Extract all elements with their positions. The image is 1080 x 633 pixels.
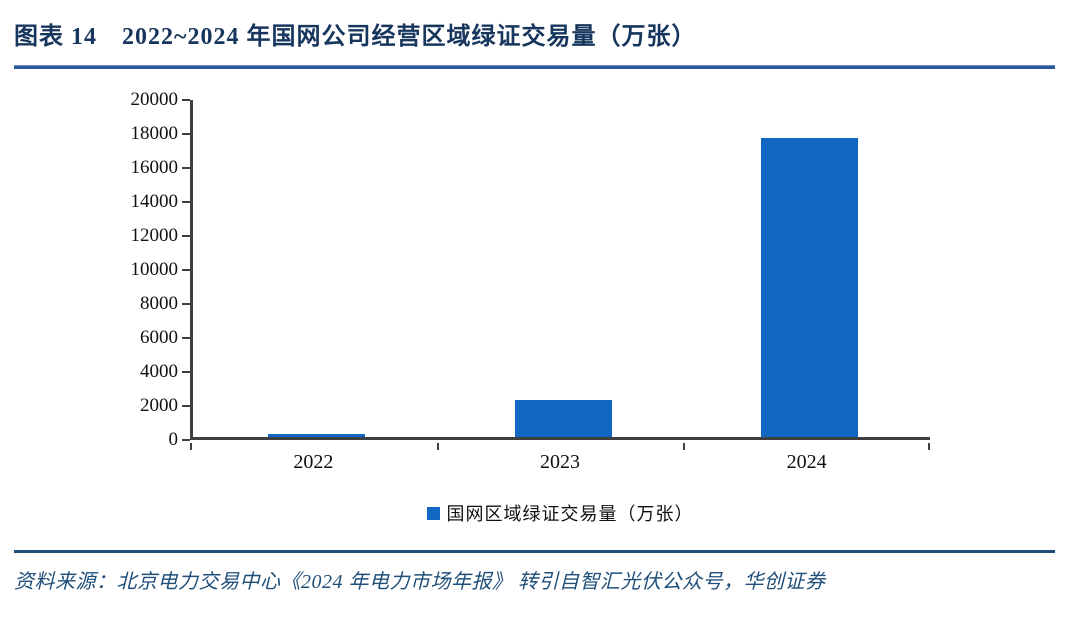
y-axis-tick-mark <box>182 405 190 407</box>
y-axis-tick-label: 6000 <box>140 327 178 348</box>
bar-chart: 0 2000 4000 6000 8000 10000 12000 14000 16000 180… <box>130 89 930 526</box>
y-axis-tick-label: 2000 <box>140 395 178 416</box>
x-axis-tick-label: 2024 <box>786 451 827 473</box>
y-axis-tick-mark <box>182 371 190 373</box>
legend-label: 国网区域绿证交易量（万张） <box>446 504 694 524</box>
y-axis-tick-label: 8000 <box>140 293 178 314</box>
y-axis-tick-mark <box>182 269 190 271</box>
y-axis-tick-label: 4000 <box>140 361 178 382</box>
y-axis-tick-mark <box>182 337 190 339</box>
figure-title: 图表 14 2022~2024 年国网公司经营区域绿证交易量（万张） <box>14 24 697 50</box>
y-axis-tick-mark <box>182 167 190 169</box>
plot-area <box>190 100 930 440</box>
source-divider-line <box>14 550 1055 553</box>
y-axis-tick-mark <box>182 133 190 135</box>
bar-2023 <box>514 399 612 437</box>
x-axis-tick-mark <box>683 443 686 450</box>
y-axis-tick-label: 12000 <box>130 225 179 246</box>
y-axis-tick-label: 0 <box>168 429 179 450</box>
y-axis-tick-label: 20000 <box>130 89 179 110</box>
y-axis-tick-mark <box>182 201 190 203</box>
x-axis-tick-mark <box>436 443 439 450</box>
y-axis-tick-mark <box>182 303 190 305</box>
bar-2024 <box>761 137 859 437</box>
y-axis-tick-label: 14000 <box>130 191 179 212</box>
y-axis-tick-mark <box>182 439 190 441</box>
title-divider-line <box>14 65 1055 69</box>
chart-legend: 国网区域绿证交易量（万张） <box>190 500 930 526</box>
legend-swatch-icon <box>426 506 440 520</box>
y-axis-tick-label: 10000 <box>130 259 179 280</box>
source-note: 资料来源：北京电力交易中心《2024 年电力市场年报》 转引自智汇光伏公众号，华… <box>14 571 826 593</box>
y-axis-tick-label: 18000 <box>130 123 179 144</box>
y-axis-tick-mark <box>182 99 190 101</box>
y-axis-tick-label: 16000 <box>130 157 179 178</box>
x-axis-tick-label: 2022 <box>293 451 334 473</box>
x-axis-tick-mark <box>190 443 192 450</box>
y-axis-tick-mark <box>182 235 190 237</box>
x-axis-tick-mark <box>928 443 930 450</box>
x-axis-tick-label: 2023 <box>540 451 580 473</box>
bar-2022 <box>267 434 365 437</box>
